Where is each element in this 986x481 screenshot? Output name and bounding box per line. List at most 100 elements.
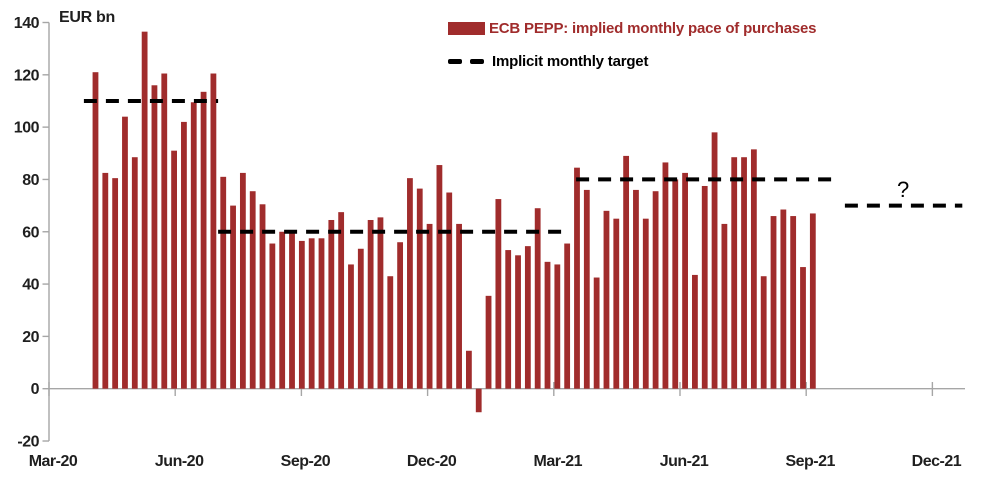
pace-bar [367, 219, 374, 389]
pace-bar [534, 208, 541, 389]
pace-bar [760, 276, 767, 389]
pace-bar [308, 238, 315, 389]
pace-bar [574, 167, 580, 389]
legend-item-series: ECB PEPP: implied monthly pace of purcha… [448, 19, 868, 37]
pace-bar [475, 388, 482, 413]
pace-bar [790, 216, 797, 389]
pace-bar [436, 165, 443, 389]
pace-bar [220, 176, 227, 389]
pace-bar [318, 238, 325, 389]
pace-bar [357, 248, 364, 389]
pace-bar [122, 116, 128, 389]
pace-bar [701, 185, 708, 389]
y-axis-tick-label: 120 [14, 67, 40, 84]
pace-bar [407, 178, 413, 389]
pace-bar [495, 199, 502, 389]
x-axis-tick-label: Sep-21 [785, 453, 835, 470]
pace-bar [456, 223, 462, 389]
pace-bar [426, 223, 433, 389]
pace-bar [711, 132, 718, 389]
pace-bar [161, 73, 168, 389]
pace-bar [239, 172, 246, 389]
y-axis-tick-label: -20 [17, 434, 39, 451]
dashed-line-swatch-icon [448, 58, 484, 64]
y-axis-tick-label: 60 [22, 224, 39, 241]
pace-bar [338, 212, 345, 389]
y-axis-unit-label: EUR bn [59, 9, 115, 26]
pace-bar [190, 102, 197, 389]
pace-bar [131, 157, 138, 389]
pace-bar [800, 267, 806, 389]
y-axis-tick-label: 40 [22, 277, 39, 294]
pace-bar [269, 243, 276, 389]
pace-bar [652, 191, 659, 389]
legend-series-label: ECB PEPP: implied monthly pace of purcha… [489, 19, 817, 37]
pace-bar [397, 242, 404, 389]
pace-bar [741, 157, 747, 389]
pace-bar [524, 246, 531, 389]
y-axis-tick-label: 80 [22, 172, 39, 189]
x-axis-tick-label: Sep-20 [281, 453, 331, 470]
x-axis-tick-label: Jun-20 [155, 453, 204, 470]
pace-bar [348, 264, 354, 389]
pace-bar [672, 179, 679, 389]
y-axis-tick-label: 100 [14, 120, 40, 137]
pace-bar [485, 295, 492, 389]
pace-bar [731, 157, 738, 389]
pace-bar [564, 243, 571, 389]
pace-bar [544, 261, 551, 389]
legend-target-label: Implicit monthly target [492, 52, 649, 70]
pace-bar [249, 191, 256, 389]
bar-series-swatch-icon [448, 21, 485, 35]
y-axis-tick-label: 140 [14, 15, 40, 32]
pace-bar [279, 231, 286, 389]
pace-bar [603, 210, 610, 389]
pace-bar [505, 250, 512, 389]
pace-bar [780, 209, 787, 389]
pace-bar [200, 91, 207, 389]
pace-bar [692, 274, 698, 389]
pace-bar [181, 121, 187, 389]
x-axis-tick-label: Mar-20 [29, 453, 78, 470]
pace-bar [623, 155, 630, 389]
pace-bar [682, 172, 688, 389]
pace-bar [515, 255, 521, 389]
pace-bar [721, 223, 728, 389]
x-axis-tick-label: Jun-21 [660, 453, 709, 470]
pace-bar [259, 204, 266, 389]
x-axis-tick-label: Mar-21 [534, 453, 583, 470]
pace-bar [613, 218, 620, 389]
pace-bar [112, 178, 119, 389]
pace-bar [298, 240, 305, 389]
x-axis-tick-label: Dec-20 [407, 453, 457, 470]
pace-bar [583, 189, 590, 389]
legend-item-target: Implicit monthly target [448, 52, 868, 70]
pace-bar [92, 72, 99, 389]
pace-bar [230, 205, 236, 389]
pace-bar [750, 149, 757, 389]
y-axis-tick-label: 0 [31, 381, 40, 398]
pace-bar [102, 172, 109, 389]
pace-bar [593, 277, 600, 389]
pace-bar [809, 213, 816, 389]
pace-bar [465, 350, 472, 389]
pace-bar [328, 219, 335, 389]
chart-legend: ECB PEPP: implied monthly pace of purcha… [448, 20, 868, 86]
pace-bar [446, 192, 453, 389]
pace-bar [416, 188, 423, 389]
pace-bar [151, 85, 158, 389]
pace-bar [770, 216, 777, 389]
x-axis-tick-label: Dec-21 [912, 453, 962, 470]
pace-bar [210, 73, 217, 389]
y-axis-tick-label: 20 [22, 329, 39, 346]
pace-bar [642, 218, 649, 389]
pace-bar [141, 31, 148, 389]
pace-bar [377, 217, 384, 389]
pace-bar [633, 189, 639, 389]
pace-bar [171, 150, 177, 389]
pace-bar [554, 264, 561, 389]
pace-bar [387, 276, 394, 389]
future-target-question-annotation: ? [896, 177, 910, 203]
